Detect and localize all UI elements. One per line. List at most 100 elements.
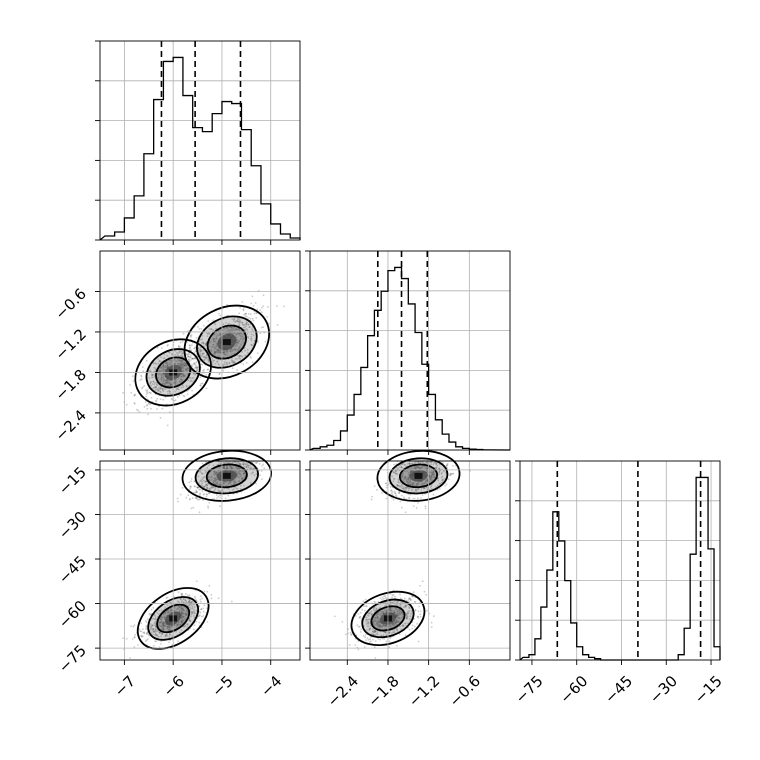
- scatter-point-r2-c1-805: [396, 630, 399, 632]
- scatter-point-r1-c0-610: [157, 373, 160, 375]
- x-tick-label-col2-1: −60: [556, 672, 591, 707]
- scatter-point-r2-c0-637: [174, 612, 177, 615]
- scatter-point-r2-c0-137: [133, 624, 136, 627]
- scatter-point-r2-c0-995: [160, 628, 163, 631]
- scatter-point-r2-c0-1078: [255, 462, 258, 464]
- scatter-point-r1-c0-1334: [184, 365, 187, 367]
- scatter-point-r1-c0-585: [166, 382, 169, 384]
- contour-r2-c1-m0-l0: [350, 590, 426, 646]
- scatter-point-r1-c0-119: [178, 350, 181, 353]
- scatter-point-r1-c0-415: [220, 333, 222, 336]
- scatter-point-r1-c0-688: [173, 359, 176, 361]
- scatter-point-r1-c0-192: [199, 338, 202, 341]
- scatter-point-r2-c0-1288: [261, 465, 263, 467]
- scatter-point-r1-c0-1362: [242, 337, 245, 339]
- scatter-point-r2-c0-1191: [195, 599, 198, 601]
- scatter-point-r1-c0-172: [219, 341, 222, 343]
- scatter-point-r2-c0-501: [155, 630, 157, 633]
- scatter-point-r2-c1-446: [424, 487, 426, 489]
- scatter-point-r2-c0-346: [178, 613, 181, 616]
- scatter-point-r2-c0-176: [215, 478, 218, 481]
- scatter-point-r1-c0-684: [177, 359, 179, 362]
- scatter-point-r2-c0-466: [180, 620, 183, 623]
- scatter-point-r2-c0-1003: [188, 619, 191, 622]
- scatter-point-r1-c0-220: [246, 335, 249, 338]
- scatter-point-r2-c1-344: [418, 480, 420, 482]
- scatter-point-r1-c0-917: [222, 363, 225, 366]
- scatter-point-r1-c0-912: [162, 357, 165, 359]
- scatter-point-r2-c0-574: [167, 628, 170, 631]
- scatter-point-r2-c1-1053: [408, 617, 411, 620]
- scatter-point-r2-c1-767: [438, 482, 441, 485]
- scatter-point-r1-c0-328: [166, 378, 169, 380]
- scatter-point-r2-c1-275: [402, 625, 405, 628]
- scatter-point-r2-c1-240: [411, 595, 414, 598]
- scatter-point-r1-c0-817: [195, 361, 198, 364]
- scatter-point-r1-c0-600: [194, 373, 197, 376]
- scatter-point-r2-c0-1301: [149, 613, 152, 616]
- scatter-point-r2-c1-665: [392, 480, 395, 483]
- scatter-point-r2-c1-1275: [393, 618, 396, 621]
- scatter-point-r2-c1-338: [408, 628, 411, 631]
- scatter-point-r1-c0-396: [175, 367, 178, 370]
- scatter-point-r2-c0-869: [169, 625, 171, 628]
- scatter-point-r1-c0-900: [152, 380, 155, 383]
- scatter-point-r2-c0-111: [238, 467, 241, 470]
- scatter-point-r2-c0-498: [240, 477, 243, 480]
- scatter-point-r1-c0-483: [179, 367, 182, 370]
- scatter-point-r2-c0-978: [259, 474, 261, 477]
- scatter-point-r2-c1-1115: [409, 470, 412, 473]
- scatter-point-r2-c1-294: [371, 630, 374, 633]
- scatter-point-r1-c0-1335: [245, 325, 248, 327]
- scatter-point-r2-c1-585: [376, 617, 379, 619]
- scatter-point-r2-c0-457: [182, 620, 185, 623]
- scatter-point-r2-c1-854: [426, 609, 428, 612]
- scatter-point-r1-c0-1345: [179, 345, 181, 348]
- scatter-point-r2-c0-946: [215, 494, 218, 496]
- scatter-point-r2-c1-814: [431, 479, 433, 482]
- scatter-point-r2-c1-1001: [385, 611, 388, 613]
- scatter-point-r1-c0-568: [210, 348, 213, 351]
- scatter-point-r2-c0-1092: [226, 468, 229, 470]
- scatter-point-r2-c1-877: [371, 613, 373, 616]
- scatter-point-r2-c0-852: [169, 612, 172, 615]
- scatter-point-r1-c0-237: [165, 379, 167, 382]
- scatter-point-r2-c0-630: [233, 481, 236, 484]
- scatter-point-r2-c1-1158: [443, 470, 446, 473]
- scatter-point-r1-c0-1185: [180, 362, 183, 365]
- scatter-point-r2-c1-223: [384, 631, 387, 634]
- scatter-point-r1-c0-1266: [166, 362, 169, 365]
- scatter-point-r1-c0-441: [161, 407, 164, 410]
- scatter-point-r2-c1-346: [392, 613, 394, 616]
- scatter-point-r2-c0-676: [178, 611, 181, 614]
- scatter-point-r1-c0-32: [236, 336, 238, 339]
- scatter-point-r2-c0-1330: [233, 481, 236, 483]
- scatter-point-r2-c1-989: [397, 467, 399, 470]
- scatter-point-r1-c0-875: [176, 387, 179, 390]
- scatter-point-r2-c1-477: [389, 612, 392, 615]
- scatter-point-r2-c0-1175: [229, 480, 232, 482]
- scatter-point-r2-c0-752: [191, 612, 193, 615]
- scatter-point-r2-c0-1004: [180, 606, 183, 609]
- contour-r1-c0-m0-l1: [145, 348, 201, 397]
- scatter-point-r2-c1-887: [401, 612, 404, 615]
- scatter-point-r2-c1-553: [407, 472, 410, 474]
- scatter-point-r1-c0-828: [237, 349, 240, 352]
- scatter-point-r2-c0-1033: [224, 462, 227, 464]
- scatter-point-r1-c0-286: [234, 344, 237, 347]
- scatter-point-r2-c0-1378: [231, 478, 234, 481]
- scatter-point-r2-c0-733: [243, 472, 245, 475]
- scatter-point-r1-c0-545: [143, 405, 146, 408]
- scatter-point-r1-c0-137: [133, 402, 136, 404]
- scatter-point-r1-c0-1142: [164, 388, 166, 391]
- scatter-point-r2-c0-1146: [192, 506, 195, 509]
- scatter-point-r2-c1-1179: [411, 470, 413, 473]
- scatter-point-r2-c1-686: [377, 612, 380, 614]
- scatter-point-r1-c0-221: [231, 329, 234, 332]
- scatter-point-r2-c0-348: [154, 640, 157, 643]
- scatter-point-r1-c0-229: [204, 343, 207, 345]
- scatter-point-r2-c1-111: [425, 467, 428, 470]
- scatter-point-r2-c1-709: [389, 593, 392, 595]
- scatter-point-r1-c0-613: [134, 393, 137, 396]
- scatter-point-r2-c0-187: [225, 461, 228, 464]
